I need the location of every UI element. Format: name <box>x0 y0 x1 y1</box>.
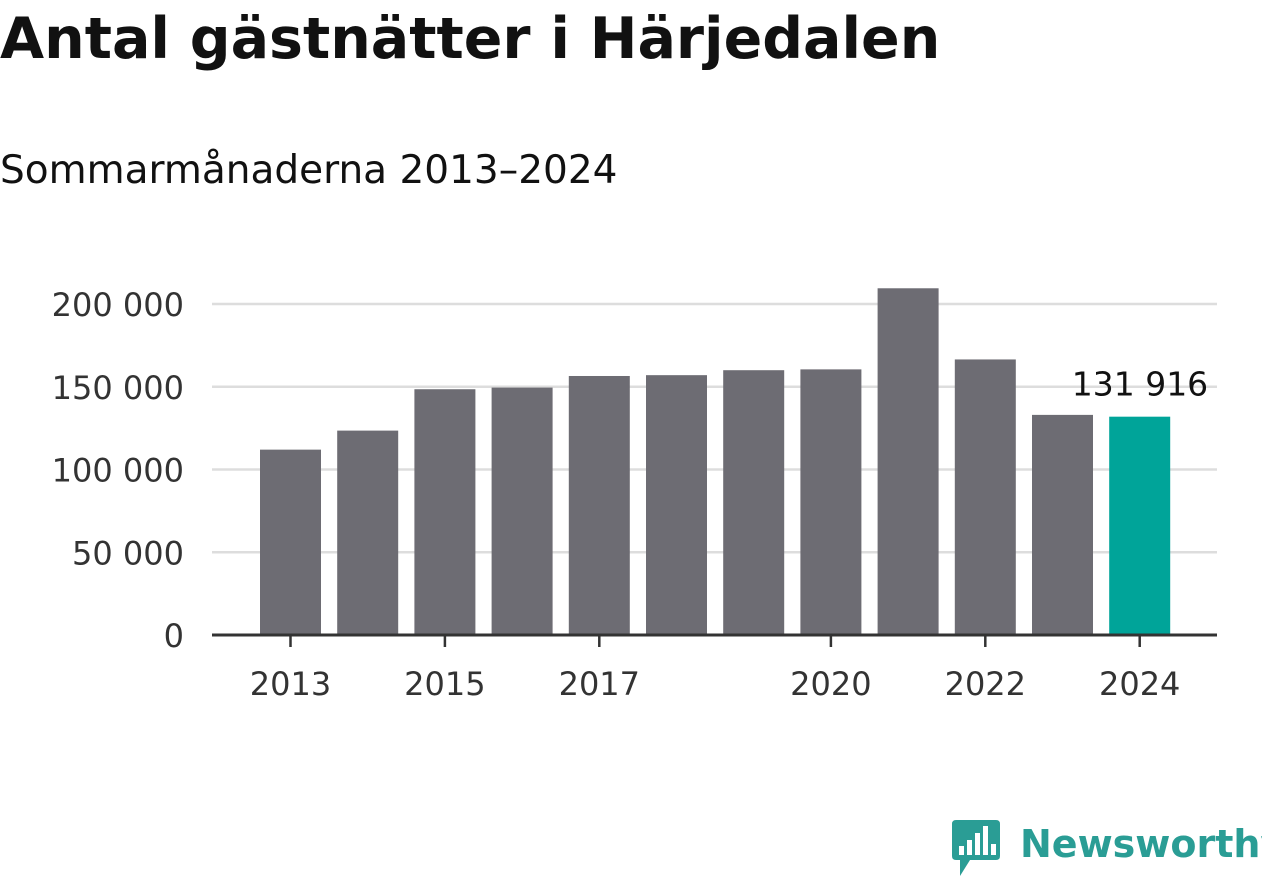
bar-2019 <box>723 370 785 635</box>
brand-name: Newsworthy <box>1020 822 1262 866</box>
x-axis <box>212 633 1217 647</box>
x-tick-label: 2020 <box>790 665 871 703</box>
chart-title: Antal gästnätter i Härjedalen <box>0 6 941 72</box>
chart-subtitle: Sommarmånaderna 2013–2024 <box>0 148 618 193</box>
bar-2022 <box>954 359 1016 635</box>
x-tick-label: 2017 <box>559 665 640 703</box>
x-tick-label: 2024 <box>1099 665 1180 703</box>
bars <box>260 288 1171 635</box>
x-tick-label: 2022 <box>945 665 1026 703</box>
data-label-2024: 131 916 <box>1072 365 1208 404</box>
newsworthy-logo-icon <box>952 820 1000 876</box>
y-tick-label: 150 000 <box>52 369 184 407</box>
y-axis-tick-labels: 0 50 000 100 000 150 000 200 000 <box>52 286 184 655</box>
bar-2018 <box>646 375 707 635</box>
bar-2020 <box>800 369 862 635</box>
x-axis-tick-labels: 2013 2015 2017 2020 2022 2024 <box>250 665 1181 703</box>
y-tick-label: 200 000 <box>52 286 184 324</box>
bar-2024 <box>1109 416 1171 635</box>
bar-2015 <box>414 389 476 635</box>
x-tick-label: 2013 <box>250 665 331 703</box>
x-tick-label: 2015 <box>404 665 485 703</box>
y-tick-label: 100 000 <box>52 452 184 490</box>
bar-2016 <box>491 387 553 635</box>
annotations: 131 916 <box>1072 365 1208 404</box>
bar-2017 <box>568 375 630 635</box>
bar-2023 <box>1032 414 1093 635</box>
y-tick-label: 0 <box>164 617 184 655</box>
bar-2013 <box>260 449 321 635</box>
y-tick-label: 50 000 <box>72 534 184 572</box>
bar-2021 <box>877 288 939 635</box>
newsworthy-logo: Newsworthy <box>950 818 1262 878</box>
bar-2014 <box>337 430 399 635</box>
